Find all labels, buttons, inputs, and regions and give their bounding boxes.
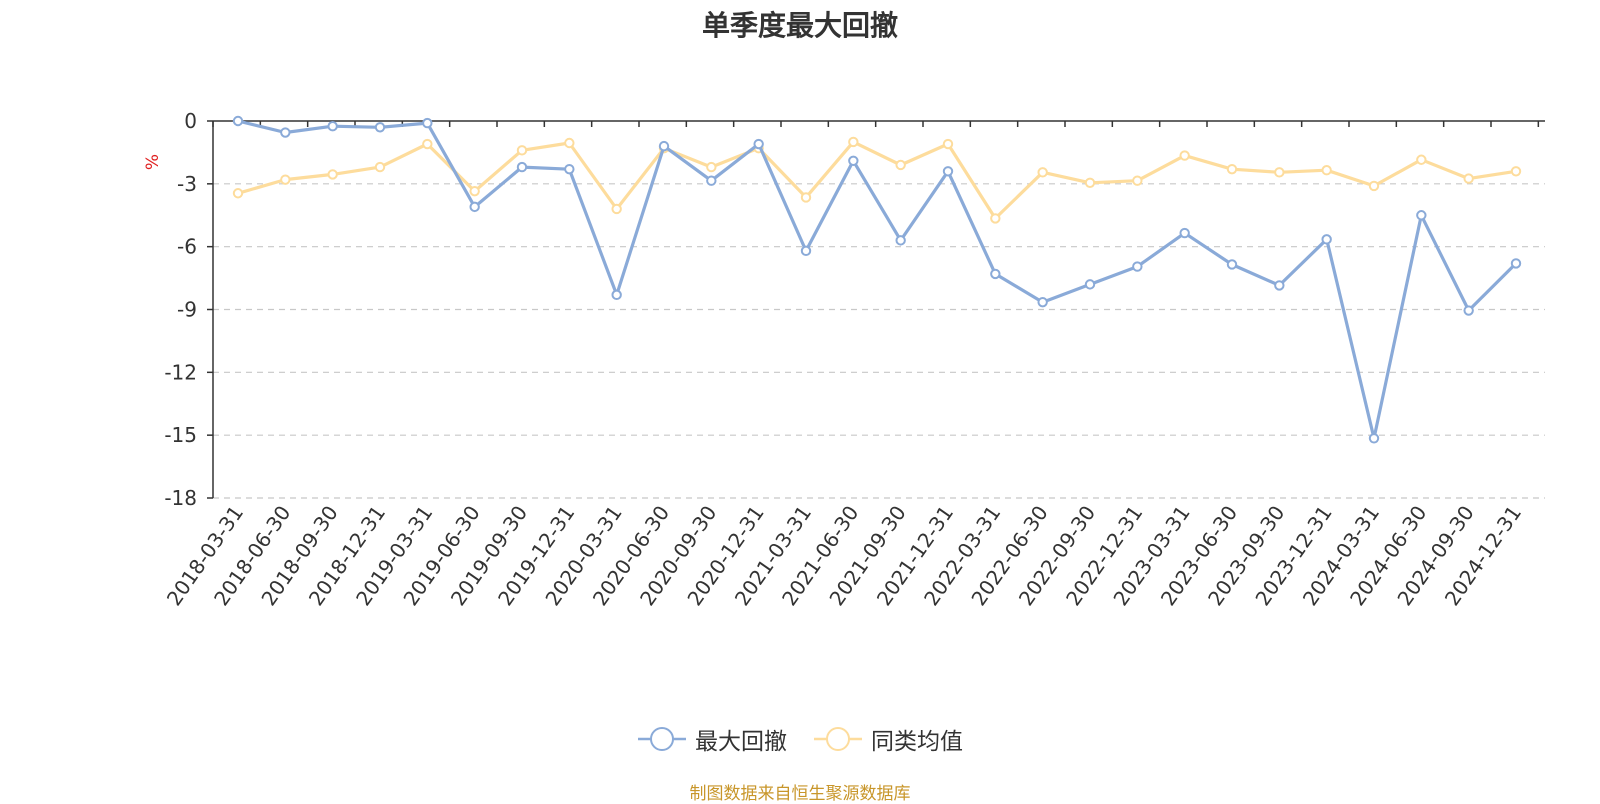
data-point: [848, 155, 859, 166]
data-point: [422, 138, 433, 150]
data-point: [1321, 234, 1332, 245]
data-point: [1037, 167, 1048, 178]
data-point: [611, 203, 622, 215]
data-point: [422, 117, 433, 129]
legend-label: 同类均值: [871, 729, 963, 755]
data-point: [753, 138, 764, 150]
data-point: [1179, 227, 1190, 239]
data-point: [374, 161, 386, 173]
data-point: [895, 159, 906, 171]
data-point: [942, 166, 954, 177]
data-point: [1463, 305, 1474, 316]
y-tick-label: -18: [164, 486, 197, 510]
data-point: [516, 145, 528, 156]
y-tick-label: -3: [177, 172, 197, 196]
data-point: [800, 192, 812, 203]
data-point: [990, 268, 1001, 280]
data-point: [706, 175, 717, 186]
data-point: [1179, 150, 1190, 161]
data-point: [658, 140, 670, 152]
axes: [207, 120, 1545, 499]
data-point: [942, 138, 954, 150]
data-point: [232, 188, 244, 199]
data-point: [1510, 166, 1522, 177]
data-point: [1132, 261, 1143, 272]
y-tick-label: -6: [177, 235, 197, 259]
data-point: [469, 185, 480, 197]
data-point: [327, 121, 338, 132]
legend: 最大回撤 同类均值: [0, 722, 1600, 756]
data-point: [1416, 154, 1427, 165]
series-line: [237, 119, 1518, 440]
data-point: [1510, 258, 1522, 269]
data-point: [469, 201, 480, 213]
y-tick-label: 0: [184, 109, 197, 133]
legend-item[interactable]: 同类均值: [813, 722, 963, 756]
data-point: [611, 289, 622, 301]
data-point: [1368, 180, 1380, 192]
data-point: [895, 235, 906, 246]
y-tick-label: -9: [177, 298, 197, 322]
data-point: [1037, 296, 1048, 308]
series-line: [237, 140, 1517, 220]
data-point: [1226, 163, 1238, 175]
data-point: [1226, 259, 1238, 270]
data-point: [1463, 173, 1474, 184]
series-lines: [232, 115, 1522, 444]
data-point: [280, 174, 291, 185]
data-point: [232, 115, 244, 127]
grid-lines: [213, 183, 1545, 499]
legend-marker-icon: [638, 727, 686, 751]
data-point: [990, 213, 1001, 224]
data-point: [800, 245, 812, 257]
data-point: [1084, 177, 1096, 188]
data-point: [1132, 175, 1143, 186]
data-point: [374, 122, 386, 133]
data-point: [564, 163, 575, 175]
source-note: 制图数据来自恒生聚源数据库: [689, 784, 911, 804]
data-point: [1368, 433, 1380, 444]
chart-title: 单季度最大回撤: [701, 9, 898, 42]
data-point: [1416, 210, 1427, 221]
data-point: [1321, 165, 1332, 176]
data-point: [1274, 167, 1285, 178]
data-point: [280, 127, 291, 138]
y-tick-label: -15: [164, 423, 197, 447]
data-point: [1274, 280, 1285, 291]
y-tick-label: -12: [164, 360, 197, 384]
data-point: [1084, 279, 1096, 290]
data-point: [706, 161, 717, 173]
data-point: [516, 161, 528, 173]
data-point: [848, 136, 859, 148]
legend-item[interactable]: 最大回撤: [637, 722, 787, 756]
legend-label: 最大回撤: [695, 729, 787, 755]
y-axis-label: %: [143, 154, 163, 170]
legend-marker-icon: [814, 727, 862, 751]
data-point: [564, 137, 575, 149]
data-point: [327, 169, 338, 180]
